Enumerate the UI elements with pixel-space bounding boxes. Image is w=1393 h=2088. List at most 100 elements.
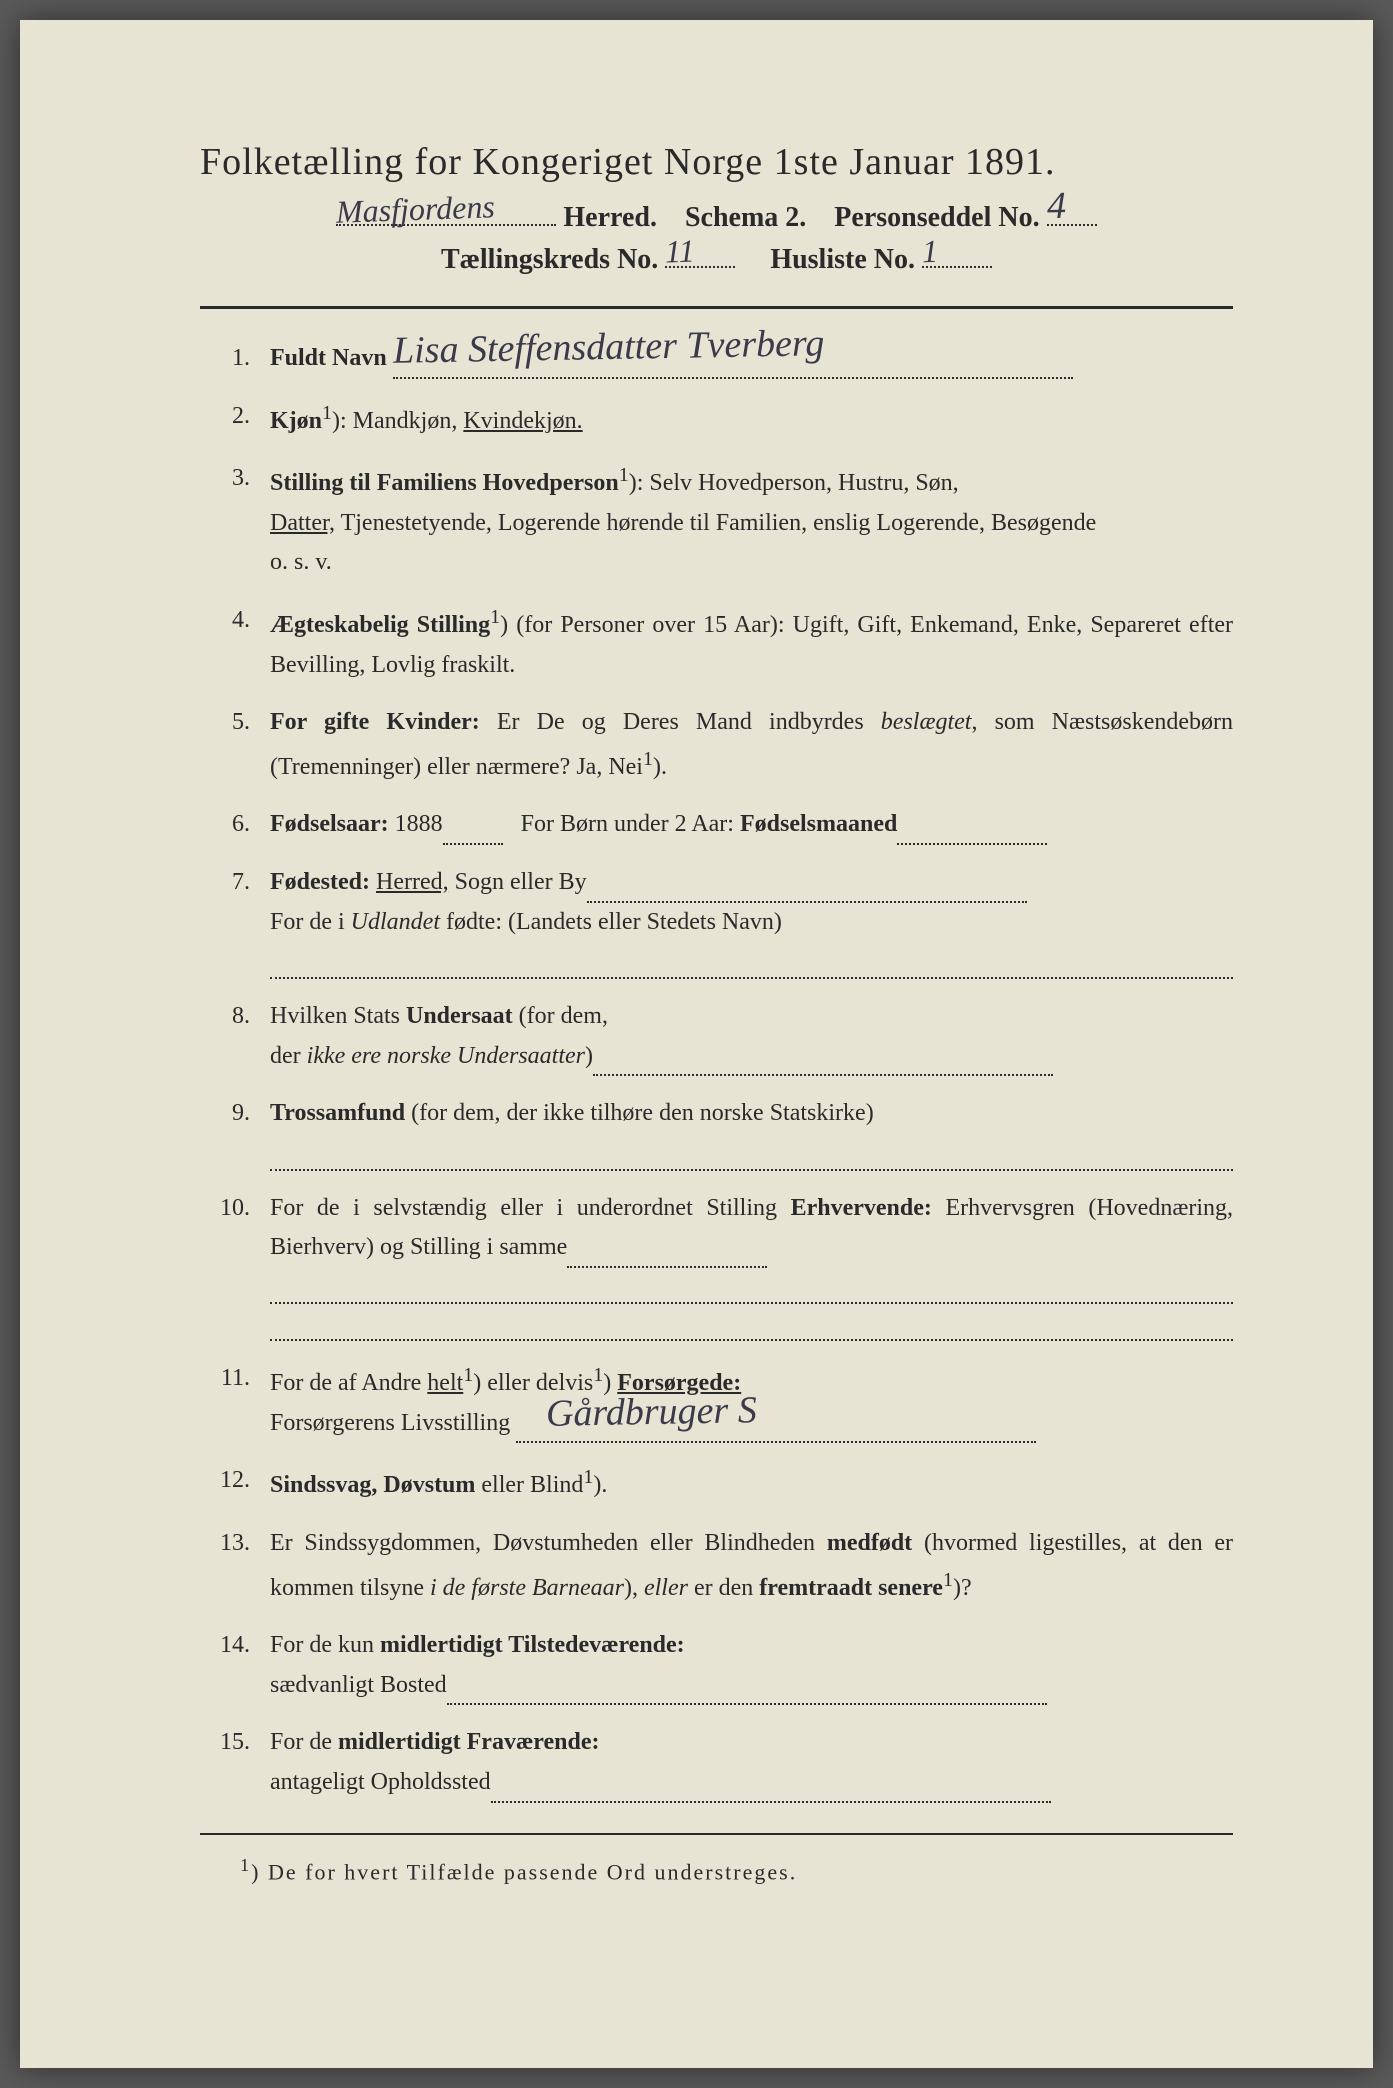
herred-field: Masfjordens [336,224,556,226]
text4: er den [688,1575,759,1601]
text: eller Blind [475,1472,583,1498]
sup1: 1 [463,1364,473,1386]
item-num: 15. [210,1723,270,1802]
item-body: For de i selvstændig eller i underordnet… [270,1189,1233,1342]
item-num: 11. [210,1359,270,1443]
item-num: 6. [210,805,270,845]
form-items: 1. Fuldt Navn Lisa Steffensdatter Tverbe… [200,339,1233,1803]
herred-label: Herred. [563,202,657,233]
italic: i de første Barneaar [430,1575,624,1601]
item-3: 3. Stilling til Familiens Hovedperson1):… [210,459,1233,583]
italic: beslægtet [881,709,972,735]
ophold-fill [491,1774,1051,1803]
subheader-line-2: Tællingskreds No. 11 Husliste No. 1 [200,244,1233,276]
text: For de [270,1729,338,1755]
line2: antageligt Opholdssted [270,1769,491,1795]
line2b: fødte: (Landets eller Stedets Navn) [440,909,782,935]
item-body: Trossamfund (for dem, der ikke tilhøre d… [270,1094,1233,1170]
label2: Fødselsmaaned [740,811,897,837]
text1: ): Selv Hovedperson, Hustru, Søn, [629,470,959,496]
state-fill [593,1047,1053,1076]
text: ): Mandkjøn, [332,408,463,434]
item-num: 7. [210,863,270,979]
u1: helt [427,1370,463,1396]
census-form-page: Folketælling for Kongeriget Norge 1ste J… [20,20,1373,2068]
footnote-text: ) De for hvert Tilfælde passende Ord und… [251,1859,797,1884]
label: Fuldt Navn [270,345,387,371]
line2i: Udlandet [351,909,440,935]
item-8: 8. Hvilken Stats Undersaat (for dem, der… [210,997,1233,1076]
line2b: ) [585,1043,593,1069]
text3: ), [624,1575,644,1601]
item-14: 14. For de kun midlertidigt Tilstedevære… [210,1626,1233,1705]
italic2: eller [644,1575,688,1601]
rest: )? [953,1575,972,1601]
item-4: 4. Ægteskabelig Stilling1) (for Personer… [210,601,1233,685]
item-num: 10. [210,1189,270,1342]
label: Fødested: [270,869,370,895]
sup: 1 [619,464,629,486]
text1: Hvilken Stats [270,1003,406,1029]
item-body: For de af Andre helt1) eller delvis1) Fo… [270,1359,1233,1443]
religion-fill [270,1142,1233,1171]
item-num: 3. [210,459,270,583]
sup: 1 [943,1569,953,1591]
rest: ). [593,1472,607,1498]
text1: Er De og Deres Mand indbyrdes [480,709,881,735]
item-12: 12. Sindssvag, Døvstum eller Blind1). [210,1461,1233,1506]
label: For gifte Kvinder: [270,709,480,735]
item-15: 15. For de midlertidigt Fraværende: anta… [210,1723,1233,1802]
sup: 1 [490,606,500,628]
occ-fill3 [270,1312,1233,1341]
item-num: 13. [210,1524,270,1608]
herred-value: Masfjordens [336,188,496,231]
item-5: 5. For gifte Kvinder: Er De og Deres Man… [210,703,1233,787]
schema-label: Schema 2. [685,202,806,233]
item-7: 7. Fødested: Herred, Sogn eller By For d… [210,863,1233,979]
text2: Tjenestetyende, Logerende hørende til Fa… [335,510,1096,536]
item-body: Fødselsaar: 1888 For Børn under 2 Aar: F… [270,805,1233,845]
text1: For de i selvstændig eller i underordnet… [270,1195,791,1221]
person-label: Personseddel No. [834,202,1039,233]
line2a: For de i [270,909,351,935]
item-body: Er Sindssygdommen, Døvstumheden eller Bl… [270,1524,1233,1608]
name-value: Lisa Steffensdatter Tverberg [392,312,824,382]
item-body: For de midlertidigt Fraværende: antageli… [270,1723,1233,1802]
text1: Er Sindssygdommen, Døvstumheden eller Bl… [270,1530,827,1556]
bold: Sindssvag, Døvstum [270,1472,475,1498]
kreds-value: 11 [665,232,696,270]
provider-field: Gårdbruger S [516,1441,1036,1443]
label: Ægteskabelig Stilling [270,612,490,638]
item-body: Hvilken Stats Undersaat (for dem, der ik… [270,997,1233,1076]
bold2: fremtraadt senere [759,1575,943,1601]
item-10: 10. For de i selvstændig eller i underor… [210,1189,1233,1342]
underlined: Datter, [270,510,335,536]
text2: (for dem, [513,1003,608,1029]
year: 1888 [395,811,443,837]
item-num: 8. [210,997,270,1076]
text: For Børn under 2 Aar: [521,811,734,837]
text1: For de af Andre [270,1370,427,1396]
footnote-sup: 1 [240,1855,251,1875]
item-13: 13. Er Sindssygdommen, Døvstumheden elle… [210,1524,1233,1608]
occ-fill1 [567,1239,767,1268]
item-num: 14. [210,1626,270,1705]
husliste-label: Husliste No. [770,244,915,275]
subheader-line-1: Masfjordens Herred. Schema 2. Personsedd… [200,202,1233,234]
sup: 1 [322,402,332,424]
item-num: 1. [210,339,270,379]
sup: 1 [583,1466,593,1488]
bold: Trossamfund [270,1100,405,1126]
line2i: ikke ere norske Undersaatter [307,1043,585,1069]
underlined: Kvindekjøn. [463,408,582,434]
text: (for dem, der ikke tilhøre den norske St… [405,1100,874,1126]
item-body: Kjøn1): Mandkjøn, Kvindekjøn. [270,397,1233,442]
item-body: Ægteskabelig Stilling1) (for Personer ov… [270,601,1233,685]
item-num: 5. [210,703,270,787]
item-num: 4. [210,601,270,685]
husliste-value: 1 [921,233,938,271]
footnote: 1) De for hvert Tilfælde passende Ord un… [200,1855,1233,1885]
bold1: medfødt [827,1530,912,1556]
person-no-field: 4 [1047,224,1097,226]
label: Fødselsaar: [270,811,389,837]
